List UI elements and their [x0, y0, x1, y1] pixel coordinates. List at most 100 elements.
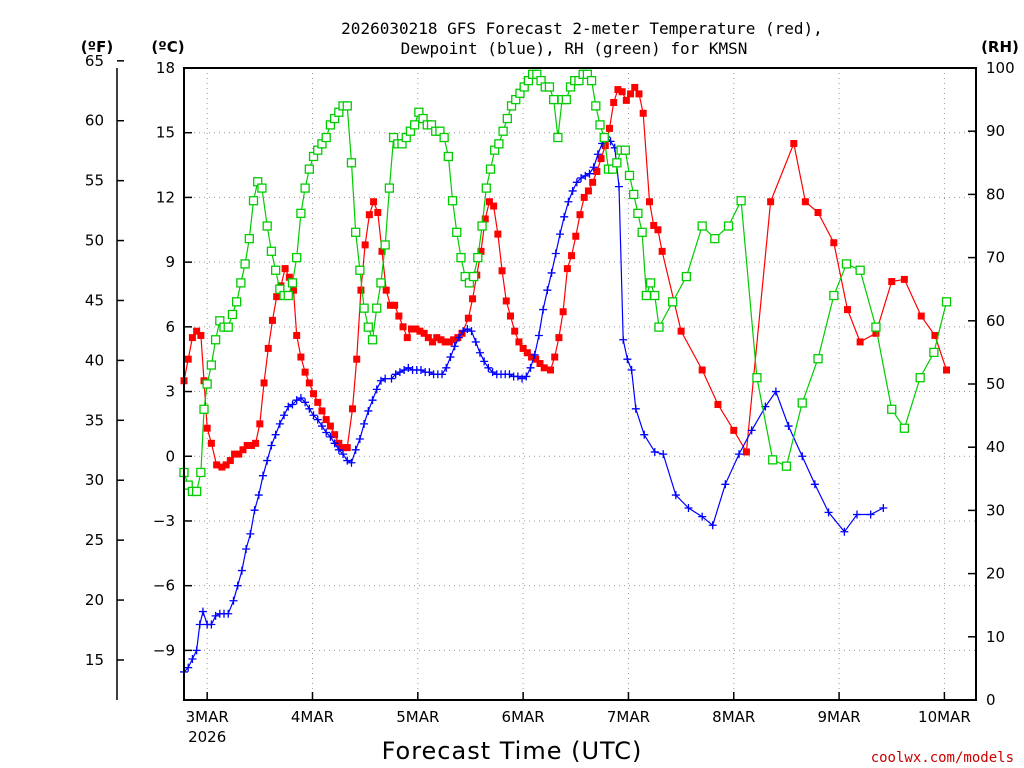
dewpoint-point — [640, 430, 649, 439]
temperature-point — [420, 329, 428, 337]
rh-point — [227, 309, 238, 320]
celsius-tick-label: −3 — [153, 512, 175, 530]
celsius-tick-label: 18 — [156, 59, 175, 77]
temperature-point — [310, 390, 318, 398]
dewpoint-point — [400, 365, 409, 374]
dewpoint-point — [798, 452, 807, 461]
rh-point — [262, 221, 272, 231]
rh-point — [650, 290, 660, 301]
dewpoint-point — [211, 611, 220, 620]
dewpoint-point — [442, 363, 451, 372]
temperature-point — [551, 353, 559, 361]
dewpoint-point — [522, 372, 531, 381]
rh-point — [456, 252, 466, 263]
temperature-point — [445, 338, 453, 346]
rh-point — [300, 183, 310, 193]
temperature-point — [339, 444, 347, 452]
chart-title-line-2: Dewpoint (blue), RH (green) for KMSN — [401, 39, 748, 58]
dewpoint-point — [292, 396, 301, 405]
dewpoint-point — [372, 385, 381, 394]
temperature-point — [437, 336, 445, 344]
dewpoint-point — [735, 450, 744, 459]
temperature-point — [264, 344, 272, 352]
temperature-point — [374, 209, 382, 217]
temperature-point — [555, 334, 563, 342]
dewpoint-point — [585, 169, 594, 178]
dewpoint-point — [866, 510, 875, 519]
temperature-point — [305, 379, 313, 387]
temperature-point — [268, 316, 276, 324]
rh-point — [292, 252, 302, 263]
dewpoint-point — [526, 363, 535, 372]
rh-point — [915, 373, 925, 383]
dewpoint-point — [564, 197, 573, 206]
temperature-point — [273, 293, 281, 301]
dewpoint-point — [246, 529, 255, 538]
temperature-point — [403, 334, 411, 342]
temperature-point — [395, 312, 403, 320]
chart-title-line-1: 2026030218 GFS Forecast 2-meter Temperat… — [341, 19, 823, 38]
rh-tick-label: 20 — [986, 565, 1005, 583]
rh-tick-label: 80 — [986, 185, 1005, 203]
rh-point — [447, 196, 458, 206]
dewpoint-point — [547, 268, 556, 277]
temperature-point — [502, 297, 510, 305]
celsius-tick-label: −6 — [153, 577, 175, 595]
time-tick-label: 9MAR — [817, 708, 860, 726]
dewpoint-point — [488, 368, 497, 377]
temperature-point — [506, 312, 514, 320]
fahrenheit-tick-label: 65 — [85, 52, 104, 70]
temperature-point — [399, 323, 407, 331]
temperature-point — [252, 439, 260, 447]
rh-point — [346, 158, 357, 168]
celsius-unit-label: (ºC) — [151, 38, 184, 56]
rh-point — [355, 265, 365, 275]
rh-point — [553, 132, 563, 143]
temperature-point — [572, 232, 580, 240]
rh-point — [494, 139, 504, 149]
temperature-point — [318, 407, 326, 415]
celsius-tick-label: 6 — [165, 318, 175, 336]
temperature-point — [222, 461, 230, 469]
dewpoint-point — [242, 545, 251, 554]
dewpoint-point — [416, 365, 425, 374]
dewpoint-point — [322, 428, 331, 437]
fahrenheit-tick-label: 35 — [85, 411, 104, 429]
rh-point — [477, 221, 487, 231]
dewpoint-point — [305, 404, 314, 413]
dewpoint-point — [330, 439, 339, 448]
fahrenheit-tick-label: 15 — [85, 651, 104, 669]
dewpoint-point — [280, 411, 289, 420]
dewpoint-point — [309, 411, 318, 420]
temperature-point — [450, 336, 458, 344]
rh-point — [206, 360, 217, 370]
rh-point — [485, 164, 496, 174]
dewpoint-point — [543, 286, 552, 295]
dewpoint-point — [198, 607, 207, 616]
rh-point — [595, 120, 605, 130]
rh-point — [624, 170, 635, 181]
temperature-point — [536, 360, 544, 368]
temperature-point — [326, 422, 334, 430]
temperature-point — [469, 295, 477, 303]
x-axis-title: Forecast Time (UTC) — [382, 737, 643, 765]
temperature-point — [931, 331, 939, 339]
time-tick-label: 6MAR — [502, 708, 545, 726]
dewpoint-point — [229, 596, 238, 605]
temperature-point — [429, 338, 437, 346]
rh-point — [376, 278, 386, 288]
rh-point — [367, 335, 378, 345]
celsius-tick-label: −9 — [153, 641, 175, 659]
rh-point — [283, 290, 293, 301]
rh-point — [502, 113, 512, 124]
temperature-point — [490, 202, 498, 210]
time-tick-year-label: 2026 — [188, 728, 226, 746]
rh-line — [183, 73, 948, 492]
temperature-point — [943, 366, 951, 374]
temperature-point — [515, 338, 523, 346]
temperature-point — [888, 278, 896, 286]
dewpoint-point — [684, 504, 693, 513]
dewpoint-point — [463, 324, 472, 333]
rh-point — [586, 75, 597, 86]
dewpoint-point — [560, 212, 569, 221]
